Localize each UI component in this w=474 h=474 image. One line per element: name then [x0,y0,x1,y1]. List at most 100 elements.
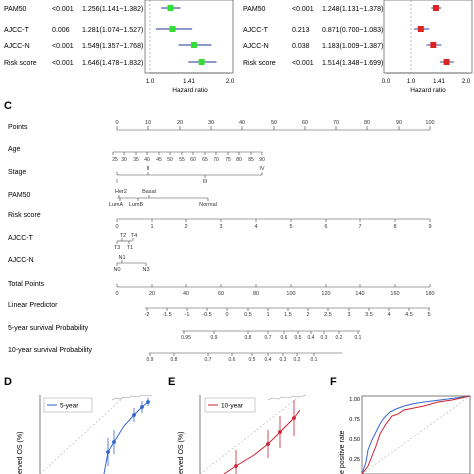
nomogram-tick: 5 [289,224,292,230]
forest-left-hr: 1.646(1.478~1.832) [82,60,143,67]
nomogram-row-label: PAM50 [8,192,31,199]
forest-left-hr: 1.256(1.141~1.382) [82,6,143,13]
nomogram-tick: 100 [425,120,434,126]
nomogram-row-label: AJCC-T [8,235,34,242]
nomogram-tick: 0.4 [308,335,315,341]
nomogram-tick: 2 [306,312,309,318]
nomogram-tick: III [203,179,208,185]
nomogram-tick: 0.2 [336,335,343,341]
nomogram-tick: 0.6 [229,357,236,363]
nomogram-tick: 80 [364,120,370,126]
forest-right-tick: 1.41 [433,79,445,85]
forest-left-hr: 1.549(1.357~1.768) [82,43,143,50]
roc-curve-10-year [361,395,471,474]
forest-right-hr: 0.871(0.700~1.083) [322,27,383,34]
calibration-plot-10-year: E erved OS (%) 10-year [168,376,307,474]
nomogram-row-label: Total Points [8,281,45,288]
forest-left-row-name: AJCC-N [4,43,30,50]
nomogram-tick: 50 [167,157,173,163]
forest-left-hr-point [169,26,176,32]
forest-right-row-name: AJCC-T [243,27,269,34]
calibration-d-legend-label: 5-year [60,403,79,410]
nomogram-tick: 4 [254,224,257,230]
forest-left-row-name: Risk score [4,60,37,67]
nomogram-pam50-scale [117,195,209,201]
nomogram-tick: II [146,166,150,172]
nomogram-tick: 2 [184,224,187,230]
nomogram-tick: 1 [150,224,153,230]
forest-left-p: <0.001 [52,43,74,50]
forest-right-hr: 1.248(1.131~1.378) [322,6,383,13]
forest-left-row-name: AJCC-T [4,27,30,34]
calibration-d-rug [111,394,153,401]
nomogram-tick: 0.8 [245,335,252,341]
nomogram: C Points Age Stage PAM50 Risk score AJCC… [4,100,435,363]
forest-right-row-name: Risk score [243,60,276,67]
calibration-e-legend [204,397,256,413]
nomogram-tick: N3 [142,267,149,273]
roc-tick: 0.75 [349,417,360,423]
nomogram-5-year-survival-scale [182,330,360,334]
nomogram-tick: 3 [219,224,222,230]
nomogram-tick: 4 [387,312,390,318]
calibration-d-point [140,405,144,409]
nomogram-tick: -2 [145,312,150,318]
nomogram-tick: 40 [144,157,150,163]
forest-right-hr-point [432,5,439,11]
forest-left-tick: 1.0 [146,79,155,85]
forest-plot-multivariate: PAM50 AJCC-T AJCC-N Risk score <0.001 0.… [243,0,473,94]
nomogram-tick: -0.5 [202,312,211,318]
nomogram-tick: 1.5 [284,312,292,318]
forest-right-p: <0.001 [292,6,314,13]
calibration-d-legend [43,397,93,413]
calibration-e-legend-label: 10-year [221,403,244,410]
nomogram-tick: 0 [225,312,228,318]
nomogram-tick: 0.2 [294,357,301,363]
nomogram-tick: 40 [239,120,245,126]
nomogram-tick: 10 [145,120,151,126]
nomogram-tick: 85 [248,157,254,163]
forest-right-tick: 0.0 [382,79,391,85]
nomogram-tick: 3.5 [365,312,373,318]
roc-curve-5-year [361,395,471,474]
forest-left-row-name: PAM50 [4,6,27,13]
nomogram-tick: Basal [142,189,156,195]
nomogram-tick: 0.8 [171,357,178,363]
nomogram-tick: -1 [185,312,190,318]
forest-right-tick: 1.0 [407,79,416,85]
nomogram-tick: 45 [156,157,162,163]
forest-right-hr-point [417,26,424,32]
nomogram-tick: 75 [225,157,231,163]
nomogram-tick: IV [259,166,265,172]
nomogram-tick: T4 [131,233,137,239]
nomogram-tick: -1.5 [162,312,171,318]
forest-left-tick: 1.41 [183,79,195,85]
roc-ylabel: e positive rate [339,430,346,474]
forest-left-tick: 2.0 [226,79,235,85]
nomogram-stage-scale [116,172,263,178]
forest-left-hr-point [190,42,197,48]
calibration-d-point [112,440,116,444]
nomogram-tick: 0.4 [265,357,272,363]
nomogram-tick: 60 [302,120,308,126]
nomogram-row-label: 10-year survival Probability [8,347,93,354]
nomogram-10-year-survival-scale [149,352,342,356]
nomogram-tick: 8 [393,224,396,230]
nomogram-linear-predictor-scale [145,307,430,311]
nomogram-tick: 9 [428,224,431,230]
nomogram-tick: LumA [109,202,124,208]
nomogram-tick: 90 [396,120,402,126]
nomogram-tick: 0.3 [280,357,287,363]
nomogram-tick: 0.9 [147,357,154,363]
nomogram-tick: N1 [118,255,125,261]
forest-right-frame [383,0,473,74]
nomogram-row-label: Linear Predictor [8,302,58,309]
forest-left-xlabel: Hazard ratio [172,87,208,94]
nomogram-tick: 60 [190,157,196,163]
nomogram-row-label: AJCC-N [8,257,34,264]
nomogram-tick: 35 [133,157,139,163]
calibration-d-point [146,400,150,404]
nomogram-tick: 180 [425,291,434,297]
forest-plot-univariate: PAM50 AJCC-T AJCC-N Risk score <0.001 0.… [4,0,235,94]
